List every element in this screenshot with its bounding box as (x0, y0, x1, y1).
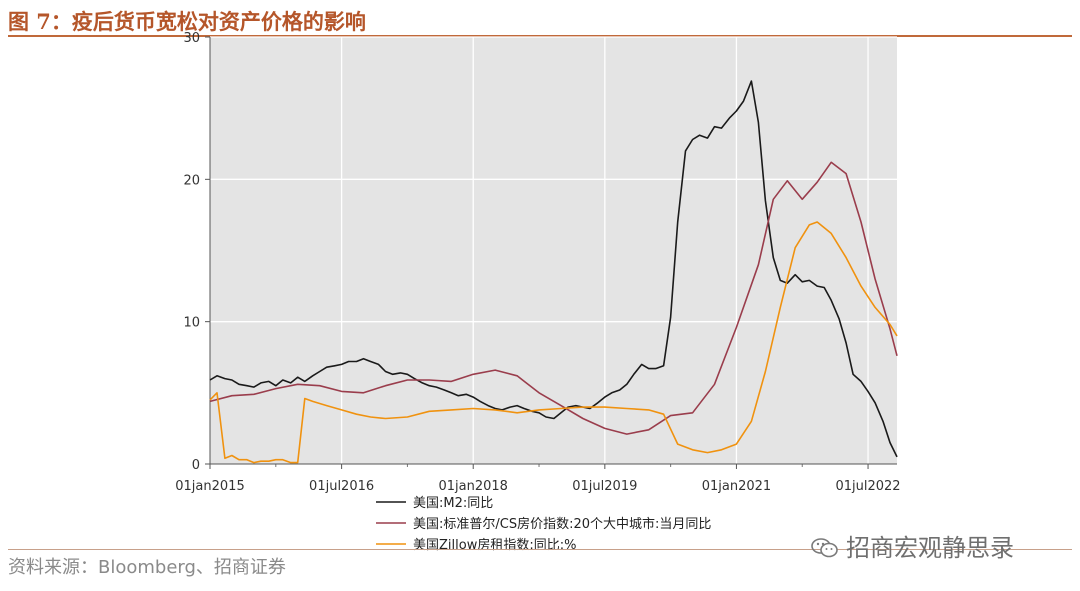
series-line-1 (209, 80, 898, 458)
x-tick-label: 01jan2021 (702, 479, 771, 494)
x-tick-label: 01jan2018 (438, 479, 507, 494)
y-tick-label: 30 (183, 31, 200, 46)
title-rule (8, 35, 1072, 37)
watermark-text: 招商宏观静思录 (846, 534, 1014, 562)
x-tick-label: 01jan2015 (175, 479, 244, 494)
x-tick-label: 01jul2016 (309, 479, 374, 494)
x-tick-label: 01jul2022 (835, 479, 900, 494)
x-tick-label: 01jul2019 (572, 479, 637, 494)
y-tick-label: 0 (192, 458, 200, 473)
plot-area (210, 37, 897, 464)
wechat-icon (811, 538, 838, 558)
y-tick-label: 10 (183, 316, 200, 331)
figure-title: 图 7：疫后货币宽松对资产价格的影响 (8, 9, 366, 34)
legend: 美国:M2:同比美国:标准普尔/CS房价指数:20个大中城市:当月同比美国Zil… (376, 496, 711, 553)
legend-label: 美国:M2:同比 (413, 496, 493, 511)
source-rule (8, 549, 1072, 550)
legend-label: 美国:标准普尔/CS房价指数:20个大中城市:当月同比 (413, 516, 711, 532)
series-lines (209, 80, 898, 464)
axes: 0 10 20 30 01jan2015 01jul2016 01jan2018 01jul2… (175, 31, 900, 494)
series-line-3 (209, 221, 898, 464)
watermark: 招商宏观静思录 (810, 528, 1014, 563)
series-line-2 (209, 161, 898, 435)
source-note: 资料来源：Bloomberg、招商证券 (8, 557, 286, 578)
y-tick-label: 20 (183, 173, 200, 188)
legend-label: 美国Zillow房租指数:同比:% (413, 537, 576, 553)
